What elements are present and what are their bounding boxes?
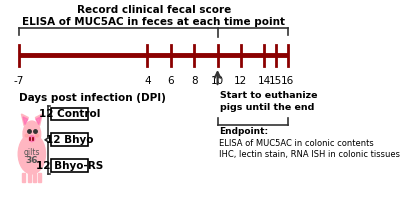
Text: 10: 10 — [211, 76, 224, 86]
Bar — [33, 173, 36, 182]
Polygon shape — [23, 117, 28, 125]
Text: 12 Control: 12 Control — [39, 109, 100, 119]
Text: 14: 14 — [258, 76, 271, 86]
Text: -7: -7 — [14, 76, 24, 86]
Polygon shape — [22, 114, 28, 126]
Ellipse shape — [25, 134, 28, 137]
Text: 36: 36 — [26, 156, 38, 165]
Text: Start to euthanize: Start to euthanize — [220, 91, 318, 100]
Text: 15: 15 — [269, 76, 282, 86]
Text: 8: 8 — [191, 76, 198, 86]
Text: Days post infection (DPI): Days post infection (DPI) — [19, 93, 166, 103]
Text: 12 Bhyo-RS: 12 Bhyo-RS — [36, 161, 103, 171]
Text: 4: 4 — [144, 76, 151, 86]
Bar — [28, 173, 31, 182]
Text: 12: 12 — [234, 76, 248, 86]
Text: gilts: gilts — [24, 148, 40, 157]
Bar — [22, 173, 26, 182]
Text: ELISA of MUC5AC in feces at each time point: ELISA of MUC5AC in feces at each time po… — [22, 17, 285, 27]
Circle shape — [23, 121, 41, 147]
Circle shape — [18, 134, 46, 174]
Polygon shape — [35, 114, 42, 126]
Ellipse shape — [29, 136, 35, 142]
Text: 12 Bhyo: 12 Bhyo — [46, 135, 93, 145]
Text: Endpoint:: Endpoint: — [219, 127, 268, 136]
Text: IHC, lectin stain, RNA ISH in colonic tissues: IHC, lectin stain, RNA ISH in colonic ti… — [219, 150, 400, 159]
FancyBboxPatch shape — [51, 159, 88, 172]
Polygon shape — [36, 117, 41, 125]
Ellipse shape — [35, 134, 38, 137]
Text: ELISA of MUC5AC in colonic contents: ELISA of MUC5AC in colonic contents — [219, 139, 374, 148]
Text: 16: 16 — [281, 76, 294, 86]
Text: pigs until the end: pigs until the end — [220, 104, 314, 113]
Text: 6: 6 — [168, 76, 174, 86]
Bar — [38, 173, 42, 182]
Text: Record clinical fecal score: Record clinical fecal score — [76, 5, 231, 15]
FancyBboxPatch shape — [51, 108, 88, 120]
FancyBboxPatch shape — [51, 133, 88, 146]
